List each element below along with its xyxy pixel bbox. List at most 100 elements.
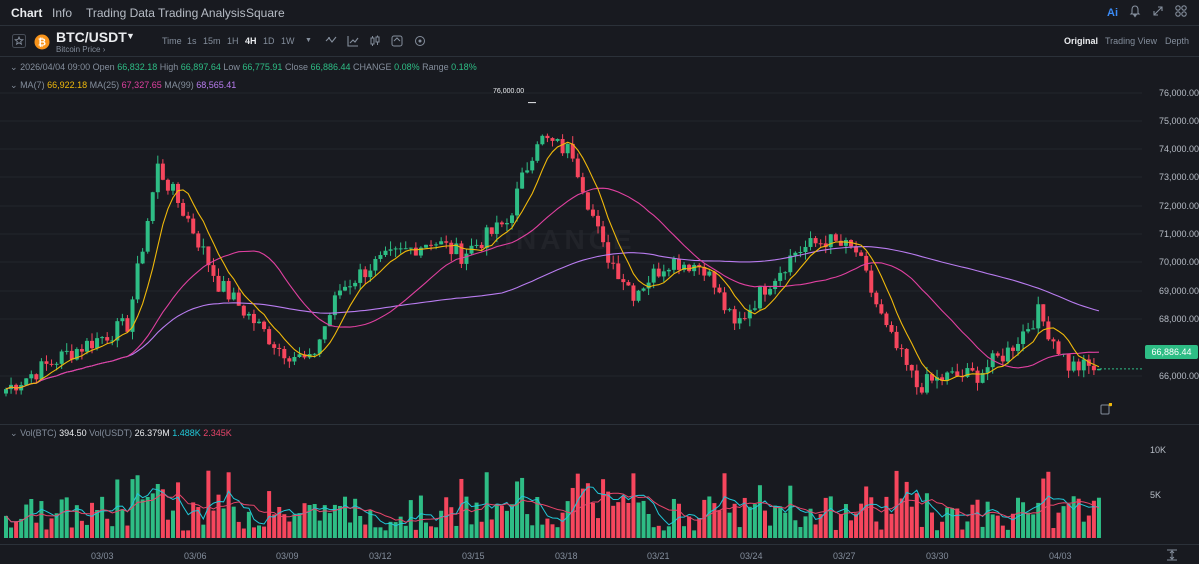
candle-body — [292, 357, 297, 362]
layout-grid-icon[interactable] — [1174, 4, 1190, 20]
axis-scale-icon[interactable] — [1165, 548, 1179, 562]
volume-bar — [737, 527, 742, 538]
candle-body — [120, 318, 125, 322]
volume-bar — [747, 506, 752, 538]
volume-bar — [368, 509, 373, 538]
candle-body — [403, 248, 408, 250]
candle-body — [79, 349, 84, 352]
view-depth[interactable]: Depth — [1165, 36, 1190, 46]
volume-bar — [302, 503, 307, 538]
timeframe-4h[interactable]: 4H — [245, 36, 257, 46]
volume-bar — [676, 503, 681, 538]
settings-icon[interactable] — [414, 35, 426, 50]
tab-info[interactable]: Info — [52, 6, 73, 20]
volume-bar — [732, 503, 737, 538]
volume-bar — [520, 477, 525, 538]
vol-btc-value: 394.50 — [59, 428, 87, 438]
collapse-chevron-icon[interactable]: ⌄ — [10, 62, 18, 72]
volume-bar — [682, 526, 687, 538]
candle-body — [823, 243, 828, 248]
candle-body — [722, 292, 727, 311]
candle-body — [130, 299, 135, 332]
more-timeframes-icon[interactable]: ▼ — [305, 37, 312, 44]
candle-body — [494, 222, 499, 234]
volume-bar — [687, 516, 692, 538]
volume-bar — [919, 526, 924, 538]
volume-bar — [140, 499, 145, 538]
volume-bar — [241, 528, 246, 538]
volume-bar — [1076, 498, 1081, 538]
volume-bar — [955, 508, 960, 538]
candle-body — [636, 290, 641, 301]
price-tick: 69,000.00 — [1158, 286, 1199, 296]
candle-body — [459, 243, 464, 264]
candle-body — [439, 241, 444, 245]
volume-bar — [606, 491, 611, 538]
volume-bar — [515, 481, 520, 538]
volume-bar — [19, 518, 24, 538]
volume-bar — [120, 509, 125, 538]
volume-bar — [550, 524, 555, 538]
ma-collapse-icon[interactable]: ⌄ — [10, 80, 18, 90]
candle-body — [408, 247, 413, 249]
volume-bar — [110, 526, 115, 538]
candle-body — [808, 238, 813, 247]
alert-icon[interactable] — [1100, 402, 1113, 415]
tab-chart[interactable]: Chart — [11, 6, 43, 20]
volume-bar — [540, 524, 545, 538]
candles-icon[interactable] — [369, 35, 381, 50]
volume-bar — [181, 530, 186, 538]
candle-body — [768, 289, 773, 295]
bitcoin-price-link[interactable]: Bitcoin Price › — [56, 45, 106, 54]
volume-bar — [262, 526, 267, 538]
candle-body — [884, 313, 889, 326]
candle-body — [216, 275, 221, 292]
candle-body — [464, 253, 469, 264]
chart-area-icon[interactable] — [347, 35, 359, 50]
price-axis: 76,000.00 75,000.00 74,000.00 73,000.00 … — [1142, 88, 1199, 424]
candle-body — [975, 370, 980, 383]
ai-button[interactable]: Ai — [1107, 7, 1118, 19]
pair-name[interactable]: BTC/USDT — [56, 29, 127, 45]
candle-body — [423, 244, 428, 248]
candle-body — [176, 183, 181, 203]
volume-bar — [980, 526, 985, 538]
volume-bar — [702, 499, 707, 538]
tab-square[interactable]: Square — [246, 6, 285, 20]
price-chart[interactable] — [0, 88, 1142, 544]
candle-body — [950, 371, 955, 373]
expand-icon[interactable] — [1151, 4, 1167, 20]
volume-bar — [353, 498, 358, 538]
tab-trading-data[interactable]: Trading Data — [86, 6, 155, 20]
timeframe-15m[interactable]: 15m — [203, 36, 221, 46]
tab-trading-analysis[interactable]: Trading Analysis — [158, 6, 246, 20]
volume-bar — [727, 512, 732, 538]
price-tick: 76,000.00 — [1158, 88, 1199, 98]
vol-usdt-label: Vol(USDT) — [89, 428, 133, 438]
candle-body — [995, 353, 1000, 356]
star-icon[interactable] — [12, 34, 26, 48]
compare-icon[interactable] — [391, 35, 403, 50]
candle-body — [337, 290, 342, 296]
volume-bar — [874, 521, 879, 538]
volume-ma1-line — [5, 486, 1100, 527]
view-trading-view[interactable]: Trading View — [1105, 36, 1158, 46]
pair-dropdown-icon[interactable]: ▼ — [126, 31, 135, 41]
candle-body — [560, 138, 565, 154]
timeframe-1s[interactable]: 1s — [187, 36, 197, 46]
vol-ma2-value: 2.345K — [203, 428, 232, 438]
volume-bar — [545, 518, 550, 538]
bell-icon[interactable] — [1128, 4, 1144, 20]
volume-bar — [555, 527, 560, 538]
view-original[interactable]: Original — [1064, 36, 1099, 46]
volume-bar — [165, 519, 170, 538]
indicator-icon[interactable] — [325, 35, 337, 50]
timeframe-1h[interactable]: 1H — [227, 36, 239, 46]
volume-bar — [1010, 513, 1015, 538]
timeframe-1w[interactable]: 1W — [281, 36, 295, 46]
high-marker-label: 76,000.00 — [493, 88, 525, 95]
volume-bar — [773, 505, 778, 538]
volume-bar — [236, 521, 241, 538]
vol-collapse-icon[interactable]: ⌄ — [10, 428, 18, 438]
timeframe-1d[interactable]: 1D — [263, 36, 275, 46]
